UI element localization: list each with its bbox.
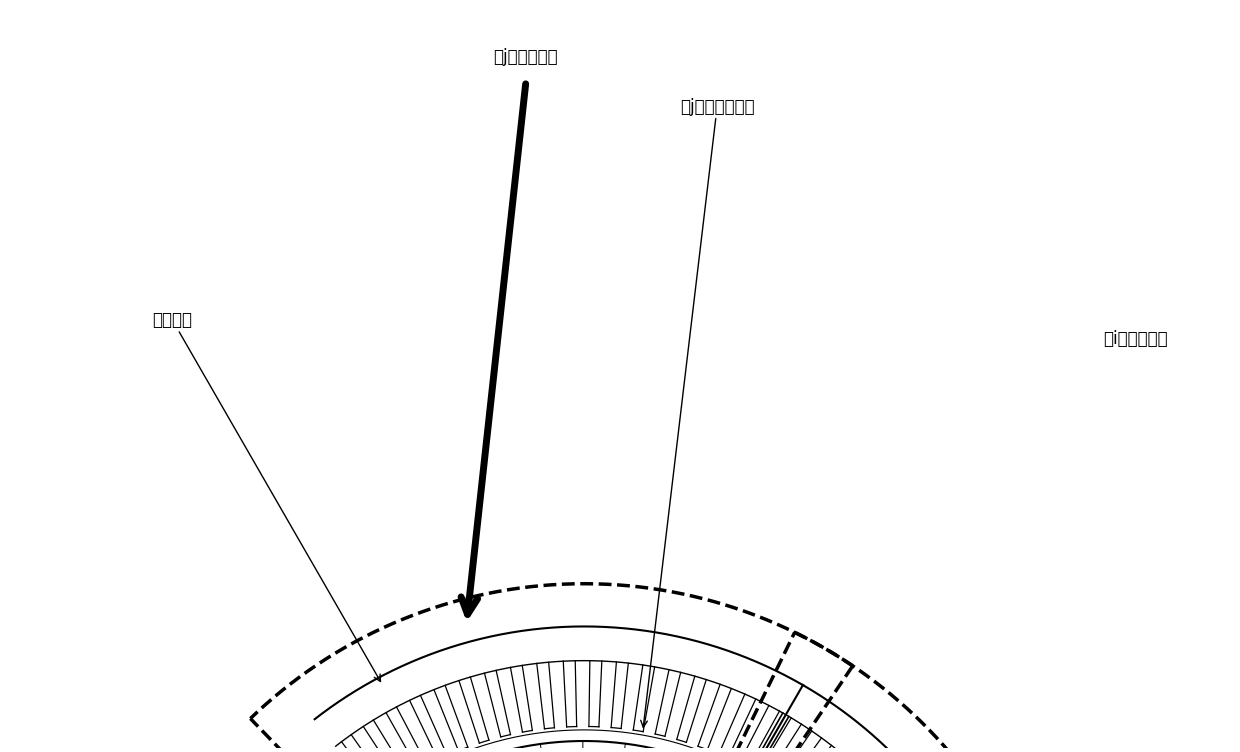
Text: 第j个单元电机齿: 第j个单元电机齿 bbox=[641, 98, 754, 727]
Text: 第i个单元电机: 第i个单元电机 bbox=[1102, 330, 1168, 347]
Text: 电机定子: 电机定子 bbox=[153, 311, 381, 681]
Text: 第j个单元电机: 第j个单元电机 bbox=[494, 47, 558, 65]
